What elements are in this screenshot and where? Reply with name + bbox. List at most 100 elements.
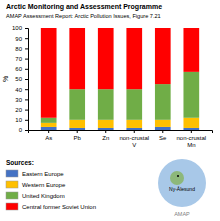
bars (41, 28, 199, 130)
tick-label: 20 (15, 107, 22, 113)
tick-mark (25, 89, 28, 90)
bar (41, 123, 57, 127)
tick-mark (105, 130, 106, 133)
legend-label: Eastern Europe (22, 171, 64, 177)
tick-mark (25, 48, 28, 49)
subtitle: AMAP Assessment Report: Arctic Pollution… (6, 13, 161, 19)
bar (155, 84, 171, 120)
tick-mark (25, 130, 28, 131)
tick-label: non-crustalV (119, 135, 149, 148)
legend-title: Sources: (6, 159, 34, 166)
tick-mark (48, 130, 49, 133)
tick-mark (77, 130, 78, 133)
legend-swatch (6, 192, 18, 199)
bar (41, 28, 57, 118)
bar (98, 120, 114, 128)
tick: 70 (15, 56, 28, 62)
bar (183, 28, 199, 72)
legend-item: United Kingdom (6, 192, 65, 199)
legend-label: United Kingdom (22, 193, 65, 199)
map-site (177, 175, 179, 177)
tick: Se (159, 130, 167, 141)
tick: non-crustalMn (176, 130, 206, 148)
tick-mark (25, 110, 28, 111)
tick-mark (162, 130, 163, 133)
legend-item: Eastern Europe (6, 170, 64, 177)
bar (183, 118, 199, 128)
tick-mark (191, 130, 192, 133)
tick-label: 90 (15, 36, 22, 42)
tick-mark (25, 69, 28, 70)
map-land (170, 171, 184, 185)
bar (126, 120, 142, 128)
tick-mark (25, 120, 28, 121)
bar (69, 89, 85, 120)
legend-swatch (6, 170, 18, 177)
bar (126, 28, 142, 89)
tick: 40 (15, 87, 28, 93)
tick: 30 (15, 97, 28, 103)
tick-label: 10 (15, 117, 22, 123)
bar (41, 118, 57, 123)
title: Arctic Monitoring and Assessment Program… (6, 3, 162, 11)
y-label: % (2, 76, 9, 82)
legend: Sources: Eastern Europe Western Europe Unit… (6, 159, 96, 210)
tick-mark (25, 99, 28, 100)
annotation: Ny-Ålesund (169, 186, 195, 192)
tick-label: As (45, 135, 52, 141)
tick-label: Se (159, 135, 167, 141)
legend-label: Western Europe (22, 182, 66, 188)
bar (155, 127, 171, 130)
tick: Zn (102, 130, 109, 141)
tick-mark (25, 79, 28, 80)
x-axis: As Pb Zn non-crustalV Se non-crustalMn (29, 130, 213, 148)
tick: 60 (15, 66, 28, 72)
bar (98, 89, 114, 120)
bar (126, 128, 142, 130)
tick: 90 (15, 36, 28, 42)
bar (69, 128, 85, 130)
tick: 80 (15, 46, 28, 52)
legend-item: Central former Soviet Union (6, 203, 96, 210)
bar (41, 127, 57, 130)
annotation: AMAP (174, 211, 190, 217)
legend-swatch (6, 203, 18, 210)
bar (155, 120, 171, 127)
tick-mark (134, 130, 135, 133)
tick-label: 80 (15, 46, 22, 52)
legend-label: Central former Soviet Union (22, 204, 96, 210)
tick-label: 50 (15, 76, 22, 82)
tick: non-crustalV (119, 130, 149, 148)
bar (69, 120, 85, 128)
map: Ny-Ålesund AMAP (158, 159, 206, 217)
bar (98, 28, 114, 89)
tick-label: 100 (12, 25, 23, 31)
bar (183, 128, 199, 130)
tick-label: 40 (15, 87, 22, 93)
tick: 10 (15, 117, 28, 123)
axis-line (29, 131, 213, 134)
tick-label: Pb (74, 135, 82, 141)
legend-swatch (6, 181, 18, 188)
tick: 20 (15, 107, 28, 113)
y-axis: 0 10 20 30 40 50 60 70 80 90 100 (12, 25, 29, 133)
tick-label: 60 (15, 66, 22, 72)
bar-series (41, 28, 199, 118)
bar (69, 28, 85, 89)
tick: 50 (15, 76, 28, 82)
chart: Arctic Monitoring and Assessment Program… (0, 0, 220, 221)
tick-label: Zn (102, 135, 109, 141)
tick-mark (25, 38, 28, 39)
tick: Pb (74, 130, 82, 141)
tick-label: 30 (15, 97, 22, 103)
tick: 100 (12, 25, 28, 31)
tick: 0 (19, 127, 28, 133)
tick-mark (25, 28, 28, 29)
axis-line (25, 29, 29, 131)
bar-series (41, 118, 199, 128)
tick-label: 70 (15, 56, 22, 62)
tick-mark (25, 59, 28, 60)
bar (183, 72, 199, 118)
bar (155, 28, 171, 84)
bar-series (41, 72, 199, 123)
